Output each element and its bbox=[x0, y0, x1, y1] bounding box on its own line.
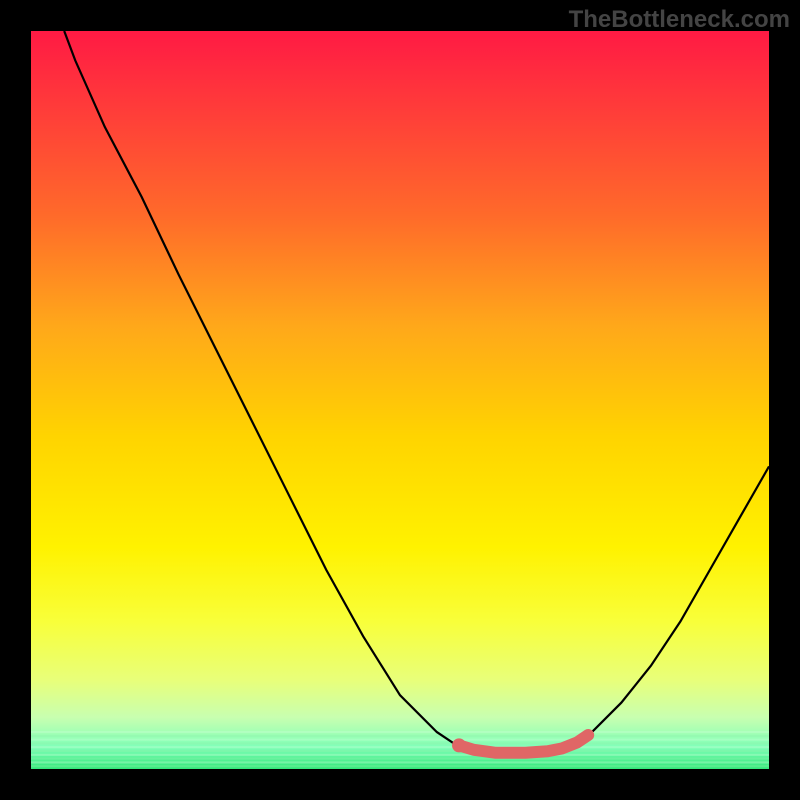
chart-container: TheBottleneck.com bbox=[0, 0, 800, 800]
plot-gradient-background bbox=[31, 31, 769, 769]
watermark: TheBottleneck.com bbox=[569, 6, 790, 34]
bottleneck-chart bbox=[0, 0, 800, 800]
optimal-point-marker bbox=[452, 738, 466, 752]
